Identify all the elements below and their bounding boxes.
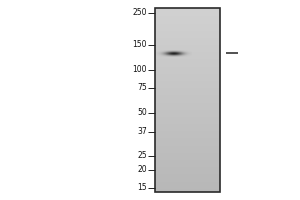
Text: 20: 20 (137, 165, 147, 174)
Text: kDa: kDa (137, 0, 152, 2)
Bar (155, 8, 220, 192)
Text: 100: 100 (133, 65, 147, 74)
Text: 50: 50 (137, 108, 147, 117)
Text: 150: 150 (133, 40, 147, 49)
Text: 25: 25 (137, 151, 147, 160)
Text: 15: 15 (137, 183, 147, 192)
Text: 75: 75 (137, 83, 147, 92)
Text: 37: 37 (137, 127, 147, 136)
Text: 250: 250 (133, 8, 147, 17)
